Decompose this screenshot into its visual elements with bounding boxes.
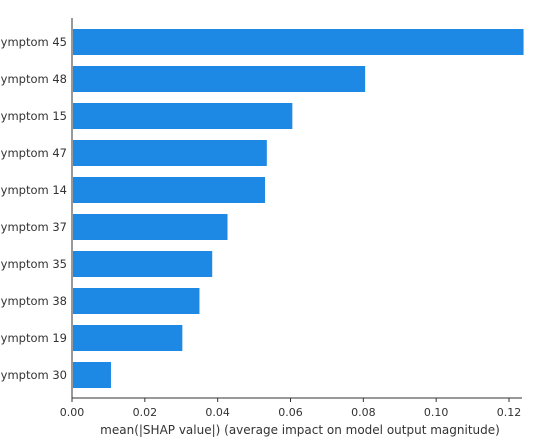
x-tick-label: 0.00 [60,406,85,419]
x-axis-title: mean(|SHAP value|) (average impact on mo… [100,423,500,437]
category-labels: Symptom 45 Symptom 48 Symptom 15 Symptom 47… [0,35,67,382]
category-label: Symptom 45 [0,35,67,49]
category-label: Symptom 19 [0,331,67,345]
x-tick-label: 0.10 [424,406,449,419]
category-label: Symptom 14 [0,183,67,197]
category-label: Symptom 35 [0,257,67,271]
bar-symptom-47 [73,140,267,166]
category-label: Symptom 47 [0,146,67,160]
x-tick-label: 0.12 [497,406,522,419]
bar-symptom-15 [73,103,293,129]
category-label: Symptom 37 [0,220,67,234]
bars-group [73,29,524,388]
category-label: Symptom 48 [0,72,67,86]
x-tick-label: 0.08 [351,406,376,419]
bar-symptom-38 [73,288,200,314]
category-label: Symptom 38 [0,294,67,308]
x-ticks: 0.00 0.02 0.04 0.06 0.08 0.10 0.12 [60,398,522,419]
bar-symptom-14 [73,177,266,203]
category-label: Symptom 30 [0,368,67,382]
bar-symptom-30 [73,362,111,388]
x-tick-label: 0.06 [278,406,303,419]
x-tick-label: 0.02 [133,406,158,419]
bar-symptom-35 [73,251,213,277]
bar-symptom-19 [73,325,183,351]
x-tick-label: 0.04 [205,406,230,419]
category-label: Symptom 15 [0,109,67,123]
bar-symptom-37 [73,214,228,240]
bar-symptom-48 [73,66,366,92]
bar-symptom-45 [73,29,524,55]
